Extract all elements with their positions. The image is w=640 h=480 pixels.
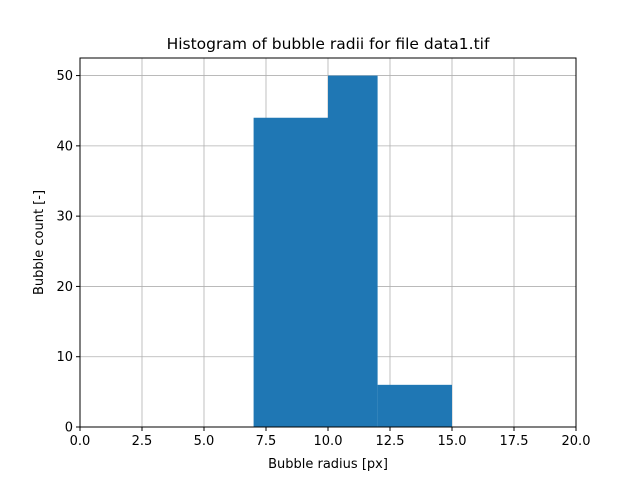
x-tick-label: 17.5 [500, 434, 529, 449]
x-tick-label: 15.0 [438, 434, 467, 449]
y-tick-label: 50 [56, 69, 73, 84]
x-tick-label: 12.5 [376, 434, 405, 449]
x-tick-label: 5.0 [194, 434, 215, 449]
x-tick-label: 0.0 [70, 434, 91, 449]
y-tick-label: 0 [65, 421, 73, 436]
x-tick-label: 10.0 [314, 434, 343, 449]
y-tick-label: 30 [56, 210, 73, 225]
chart-title: Histogram of bubble radii for file data1… [167, 35, 490, 53]
y-tick-label: 20 [56, 280, 73, 295]
histogram-bar [253, 117, 328, 427]
x-axis-label: Bubble radius [px] [268, 457, 388, 472]
y-axis-label: Bubble count [-] [32, 190, 47, 295]
bars [253, 75, 452, 428]
x-tick-label: 2.5 [132, 434, 153, 449]
ticks: 0.0 2.5 5.0 7.5 10.0 12.5 15.0 17.5 20.0 0 10 20 30 4… [56, 69, 590, 449]
x-tick-label: 20.0 [562, 434, 591, 449]
histogram-bar [377, 384, 452, 427]
y-tick-label: 10 [56, 350, 73, 365]
y-tick-label: 40 [56, 139, 73, 154]
x-tick-label: 7.5 [256, 434, 277, 449]
histogram-bar [328, 75, 378, 428]
